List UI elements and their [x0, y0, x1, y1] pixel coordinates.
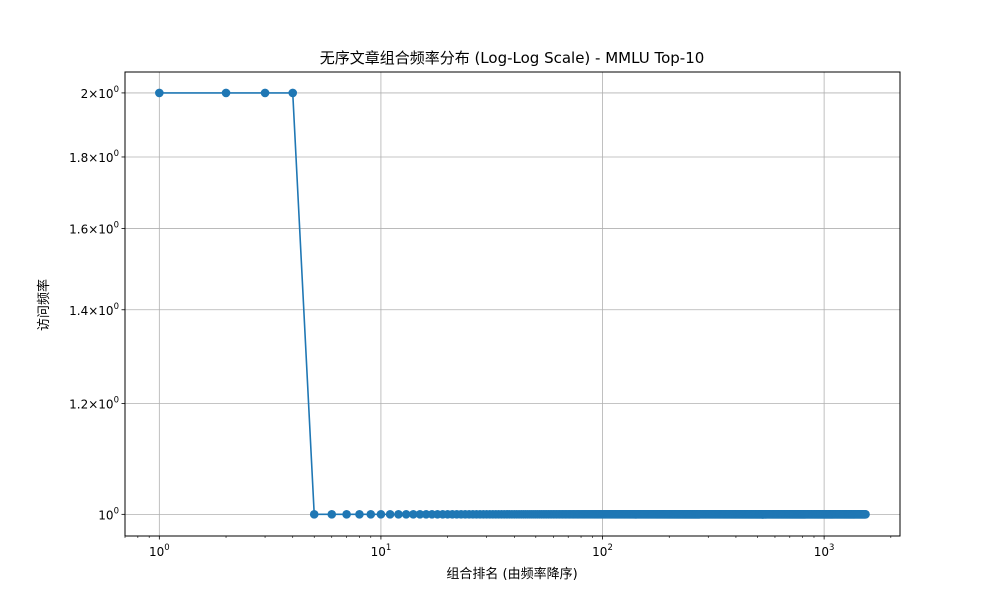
data-point: [376, 510, 386, 519]
x-tick-label: 103: [814, 543, 835, 559]
data-point: [288, 88, 298, 98]
y-tick-label: 1.4×100: [69, 302, 119, 318]
data-point: [342, 510, 351, 519]
y-tick-label: 100: [98, 506, 119, 522]
data-point: [415, 510, 425, 519]
data-point: [260, 88, 270, 98]
y-tick-label: 1.8×100: [69, 149, 119, 165]
data-point: [409, 510, 418, 519]
data-point: [327, 510, 337, 519]
data-point: [355, 510, 364, 519]
data-point: [385, 510, 395, 519]
data-point: [221, 88, 231, 98]
y-tick-label: 1.2×100: [69, 395, 119, 411]
series-layer: [155, 88, 870, 519]
y-tick-label: 1.6×100: [69, 221, 119, 237]
data-point: [155, 88, 164, 98]
data-point: [861, 510, 870, 519]
chart-title: 无序文章组合频率分布 (Log-Log Scale) - MMLU Top-10: [320, 49, 705, 67]
x-tick-label: 102: [592, 543, 613, 559]
data-point: [394, 510, 403, 519]
plot-frame: [124, 71, 901, 537]
y-tick-label: 2×100: [81, 85, 119, 101]
x-tick-label: 100: [149, 543, 170, 559]
data-point: [401, 510, 411, 519]
data-point: [366, 510, 376, 519]
ticks: 100 101 102 103 100 1.2×100 1.4×100 1.6×100 1.8×…: [69, 85, 892, 559]
x-axis-label: 组合排名 (由频率降序): [446, 566, 577, 582]
x-tick-label: 101: [371, 543, 392, 559]
y-axis-label: 访问频率: [36, 279, 52, 331]
data-point: [309, 510, 319, 519]
